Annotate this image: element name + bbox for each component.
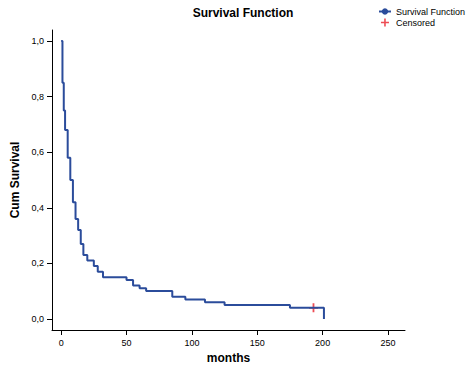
- svg-text:250: 250: [380, 338, 395, 348]
- svg-text:100: 100: [184, 338, 199, 348]
- svg-text:months: months: [207, 351, 251, 365]
- svg-text:Censored: Censored: [396, 18, 435, 28]
- svg-text:0: 0: [59, 338, 64, 348]
- svg-text:Survival Function: Survival Function: [396, 7, 465, 17]
- svg-text:200: 200: [315, 338, 330, 348]
- svg-text:0,4: 0,4: [31, 203, 44, 213]
- svg-text:0,2: 0,2: [31, 258, 44, 268]
- svg-text:0,8: 0,8: [31, 92, 44, 102]
- svg-text:50: 50: [122, 338, 132, 348]
- svg-text:150: 150: [250, 338, 265, 348]
- svg-text:1,0: 1,0: [31, 36, 44, 46]
- svg-text:Survival Function: Survival Function: [193, 6, 294, 20]
- svg-text:0,6: 0,6: [31, 147, 44, 157]
- svg-text:Cum Survival: Cum Survival: [8, 142, 22, 219]
- svg-text:0,0: 0,0: [31, 314, 44, 324]
